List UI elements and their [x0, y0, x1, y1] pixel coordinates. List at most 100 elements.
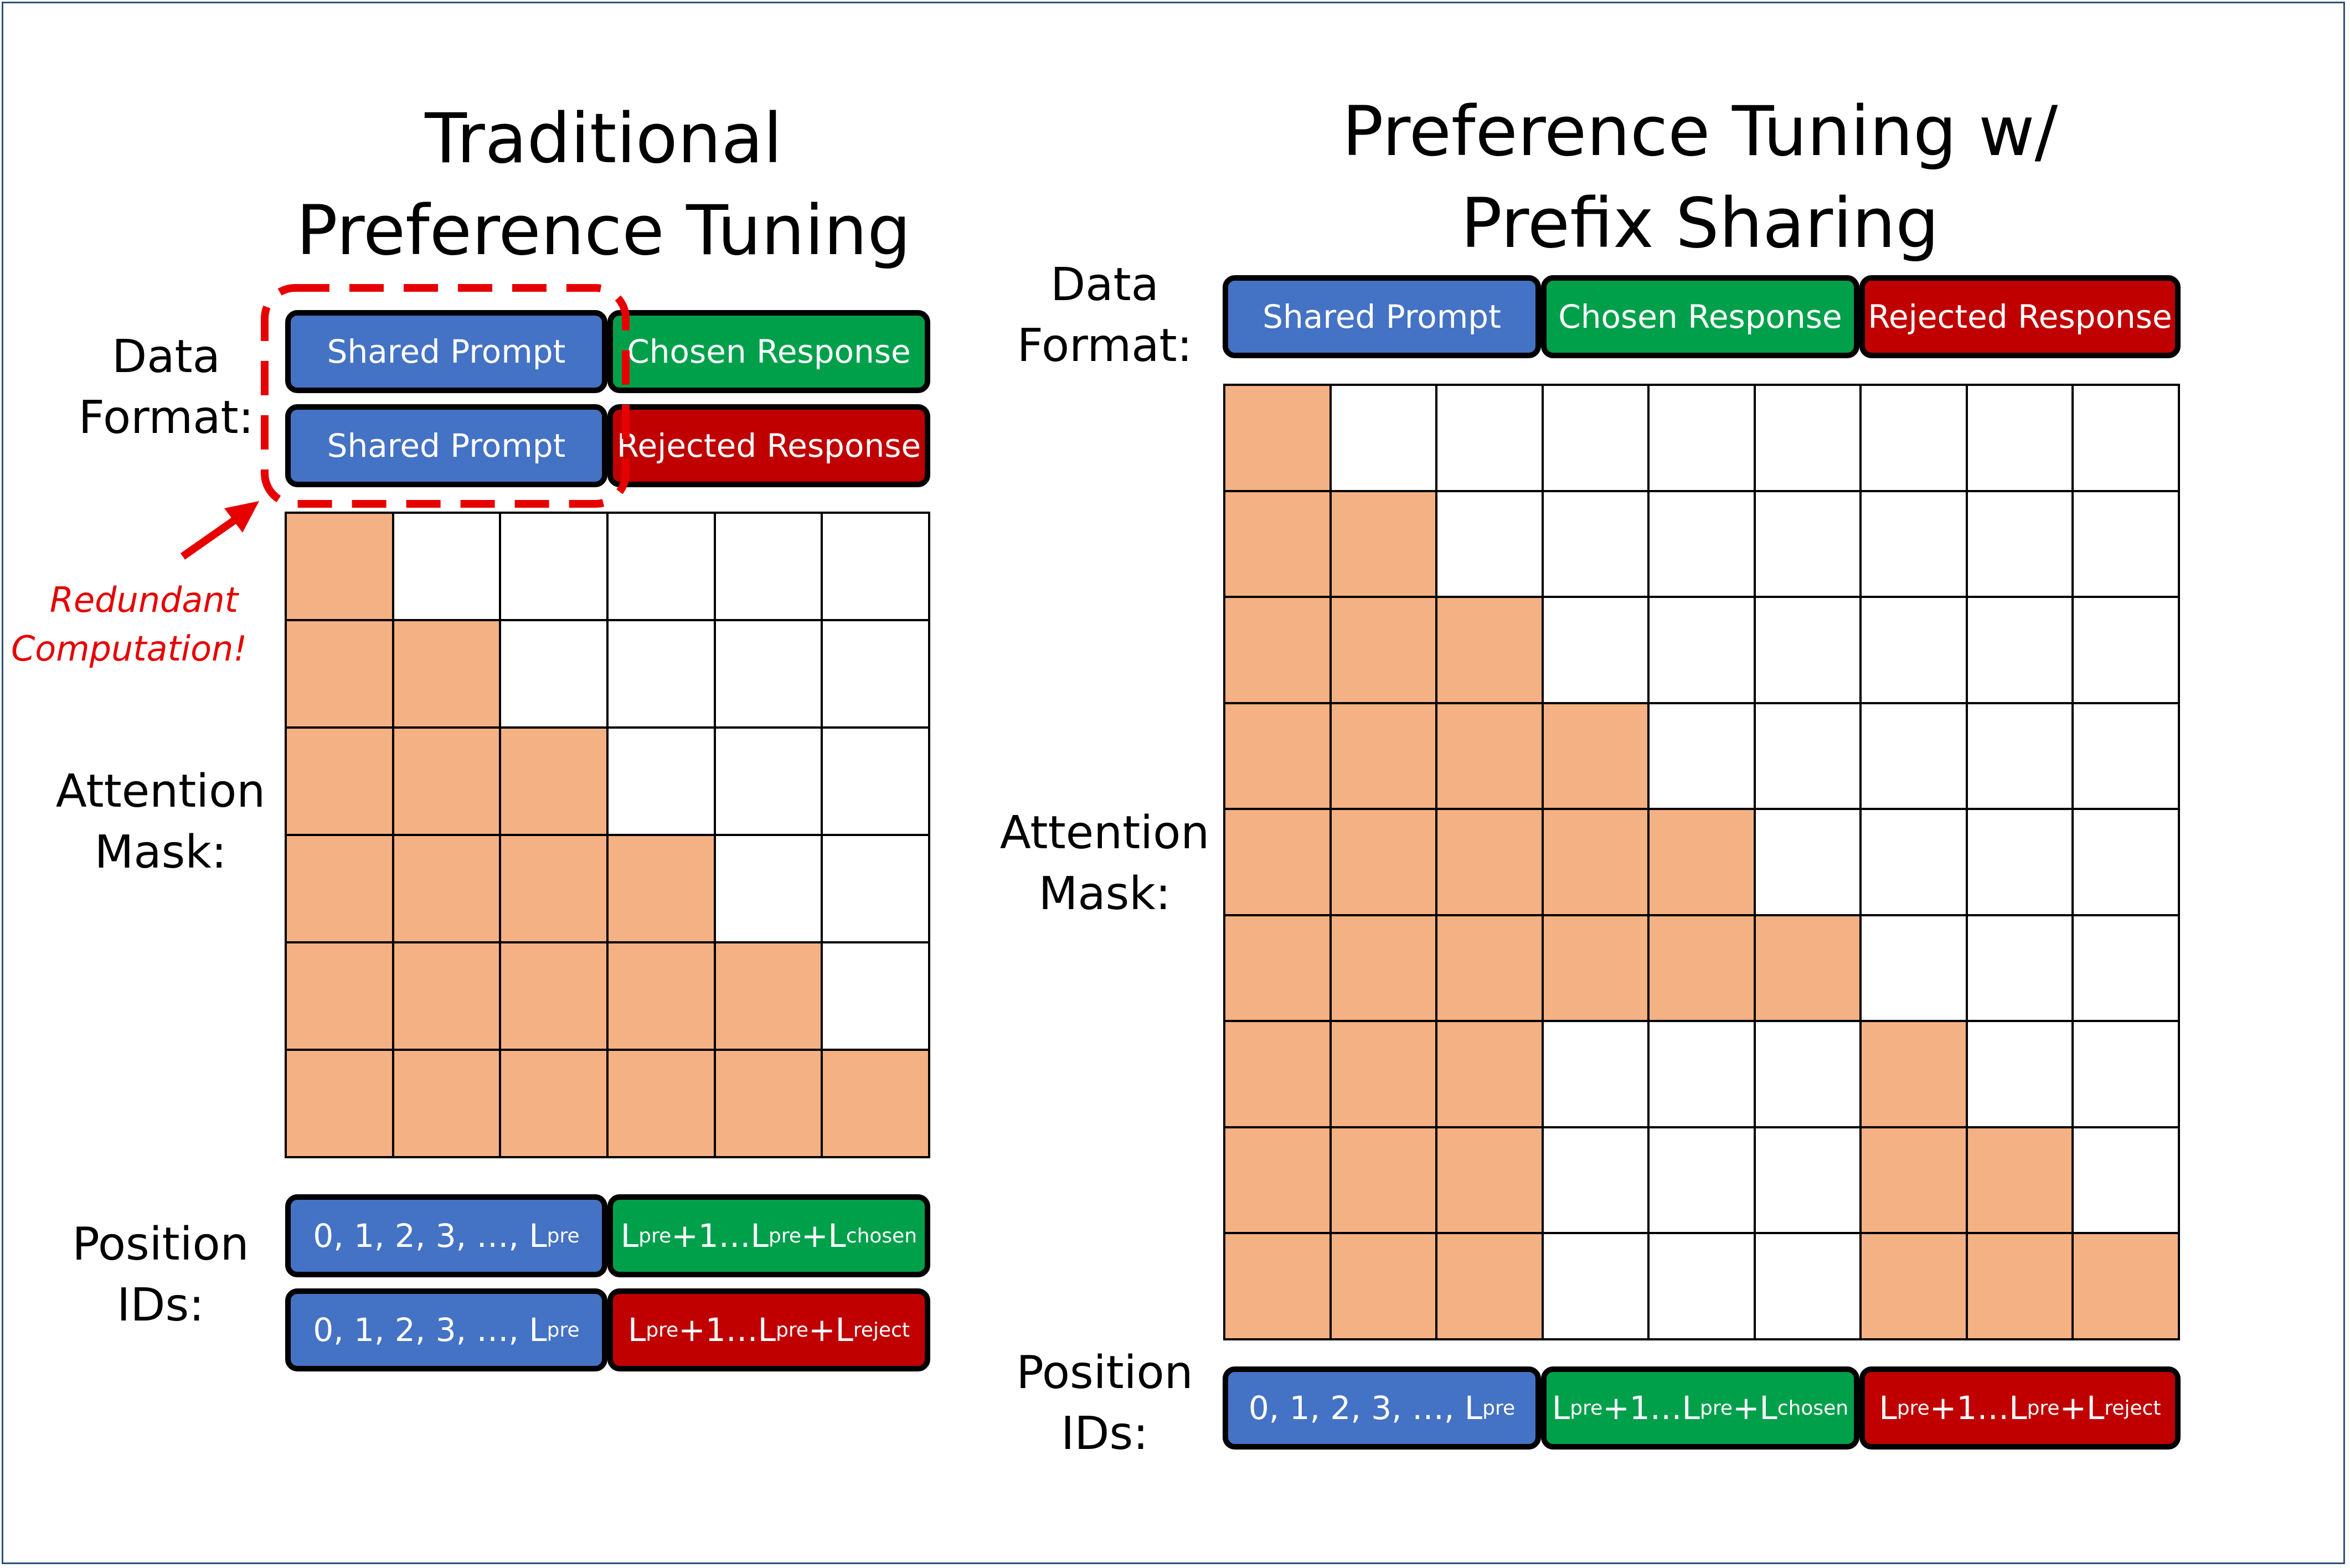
pos-sub: pre — [776, 1318, 808, 1342]
right-attention-line1: Attention — [999, 807, 1210, 859]
left-mask-cell-r1-c4 — [715, 621, 823, 729]
left-mask-cell-r3-c3 — [609, 836, 716, 943]
left-mask-cell-r4-c5 — [823, 943, 930, 1051]
right-data-format-line1: Data — [1050, 259, 1159, 311]
left-attention-mask — [285, 512, 930, 1158]
right-mask-cell-r5-c8 — [2074, 916, 2180, 1023]
right-data-format-line2: Format: — [1017, 319, 1193, 372]
right-mask-cell-r6-c5 — [1755, 1022, 1862, 1128]
note-line1: Redundant — [49, 580, 238, 620]
left-mask-cell-r5-c5 — [823, 1051, 930, 1158]
left-row2-rejected: Rejected Response — [607, 404, 930, 487]
pos-part: +L — [801, 1217, 846, 1255]
left-mask-cell-r2-c4 — [715, 729, 823, 836]
right-mask-cell-r4-c6 — [1862, 810, 1968, 916]
right-mask-cell-r4-c3 — [1543, 810, 1650, 916]
right-mask-cell-r7-c2 — [1437, 1128, 1544, 1235]
right-row-chosen: Chosen Response — [1541, 275, 1859, 358]
left-mask-cell-r3-c1 — [394, 836, 502, 943]
right-attention-line2: Mask: — [1038, 868, 1171, 920]
right-mask-cell-r3-c6 — [1862, 704, 1968, 811]
right-mask-cell-r6-c3 — [1543, 1022, 1650, 1128]
note-line2: Computation! — [11, 628, 248, 669]
right-mask-cell-r0-c8 — [2074, 386, 2180, 492]
right-mask-cell-r4-c1 — [1331, 810, 1438, 916]
right-mask-cell-r1-c1 — [1331, 492, 1438, 599]
right-mask-cell-r3-c7 — [1967, 704, 2074, 811]
right-mask-cell-r0-c2 — [1437, 386, 1544, 492]
left-mask-cell-r3-c4 — [715, 836, 823, 943]
right-mask-cell-r7-c3 — [1543, 1128, 1650, 1235]
right-mask-cell-r1-c7 — [1967, 492, 2074, 599]
right-position-line2: IDs: — [1061, 1407, 1148, 1460]
left-position-line1: Position — [72, 1218, 249, 1271]
left-mask-cell-r1-c5 — [823, 621, 930, 729]
right-position-line1: Position — [1016, 1347, 1193, 1399]
right-mask-cell-r2-c3 — [1543, 598, 1650, 704]
right-title: Preference Tuning w/ Prefix Sharing — [1274, 86, 2126, 270]
right-mask-cell-r5-c1 — [1331, 916, 1438, 1023]
left-row1-prompt: Shared Prompt — [285, 310, 607, 393]
pos-text: 0, 1, 2, 3, …, L — [313, 1311, 547, 1349]
left-mask-cell-r4-c0 — [287, 943, 394, 1051]
left-row1-chosen: Chosen Response — [607, 310, 930, 393]
right-mask-cell-r3-c0 — [1225, 704, 1332, 811]
left-mask-cell-r0-c1 — [394, 514, 502, 621]
right-mask-cell-r4-c5 — [1755, 810, 1862, 916]
left-mask-cell-r1-c3 — [609, 621, 716, 729]
left-data-format-label: Data Format: — [61, 327, 271, 448]
pos-part: +L — [808, 1311, 853, 1349]
right-mask-cell-r7-c4 — [1650, 1128, 1756, 1235]
right-mask-cell-r1-c6 — [1862, 492, 1968, 599]
left-mask-cell-r5-c1 — [394, 1051, 502, 1158]
pos-sub: pre — [547, 1318, 580, 1342]
right-title-line1: Preference Tuning w/ — [1342, 92, 2058, 172]
left-mask-cell-r0-c2 — [501, 514, 609, 621]
left-mask-cell-r2-c1 — [394, 729, 502, 836]
right-mask-cell-r6-c7 — [1967, 1022, 2074, 1128]
pos-sub: pre — [638, 1224, 672, 1247]
right-mask-cell-r7-c1 — [1331, 1128, 1438, 1235]
right-mask-cell-r2-c6 — [1862, 598, 1968, 704]
right-mask-cell-r8-c3 — [1543, 1234, 1650, 1340]
left-attention-line2: Mask: — [94, 826, 227, 879]
pos-sub: pre — [547, 1224, 580, 1247]
right-mask-cell-r5-c4 — [1650, 916, 1756, 1023]
right-mask-cell-r8-c2 — [1437, 1234, 1544, 1340]
right-mask-cell-r2-c5 — [1755, 598, 1862, 704]
right-mask-cell-r1-c8 — [2074, 492, 2180, 599]
right-mask-cell-r6-c8 — [2074, 1022, 2180, 1128]
right-mask-cell-r8-c1 — [1331, 1234, 1438, 1340]
left-attention-line1: Attention — [55, 765, 266, 818]
pos-text: 0, 1, 2, 3, …, L — [1248, 1389, 1483, 1427]
right-mask-cell-r7-c7 — [1967, 1128, 2074, 1235]
left-mask-cell-r2-c0 — [287, 729, 394, 836]
left-attention-label: Attention Mask: — [50, 761, 271, 883]
left-mask-cell-r0-c4 — [715, 514, 823, 621]
right-mask-cell-r6-c4 — [1650, 1022, 1756, 1128]
right-mask-cell-r4-c4 — [1650, 810, 1756, 916]
right-mask-cell-r2-c4 — [1650, 598, 1756, 704]
left-position-label: Position IDs: — [55, 1214, 266, 1336]
right-mask-cell-r0-c0 — [1225, 386, 1332, 492]
pos-sub: chosen — [846, 1224, 918, 1247]
left-mask-cell-r2-c5 — [823, 729, 930, 836]
left-mask-cell-r2-c3 — [609, 729, 716, 836]
right-mask-cell-r8-c4 — [1650, 1234, 1756, 1340]
annotation-arrow-head — [224, 501, 259, 533]
pos-part: +1…L — [1602, 1389, 1700, 1427]
right-mask-cell-r4-c0 — [1225, 810, 1332, 916]
pos-sub: pre — [769, 1224, 801, 1247]
right-mask-cell-r3-c4 — [1650, 704, 1756, 811]
left-position-line2: IDs: — [117, 1279, 204, 1332]
right-row-rejected: Rejected Response — [1859, 275, 2181, 358]
right-mask-cell-r3-c5 — [1755, 704, 1862, 811]
right-mask-cell-r6-c2 — [1437, 1022, 1544, 1128]
redundant-dashed-box — [261, 284, 630, 508]
right-title-line2: Prefix Sharing — [1460, 184, 1940, 264]
right-mask-cell-r1-c5 — [1755, 492, 1862, 599]
